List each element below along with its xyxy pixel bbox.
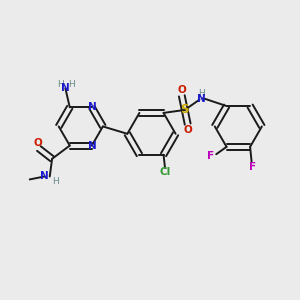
Text: O: O (183, 125, 192, 135)
Text: N: N (40, 172, 49, 182)
Text: H: H (52, 177, 58, 186)
Text: O: O (33, 138, 42, 148)
Text: F: F (250, 163, 256, 172)
Text: H: H (57, 80, 63, 89)
Text: F: F (207, 151, 214, 161)
Text: N: N (196, 94, 205, 104)
Text: N: N (88, 141, 97, 151)
Text: N: N (88, 102, 97, 112)
Text: H: H (68, 80, 75, 89)
Text: N: N (61, 83, 70, 93)
Text: H: H (198, 89, 205, 98)
Text: O: O (177, 85, 186, 95)
Text: S: S (181, 103, 189, 116)
Text: Cl: Cl (159, 167, 171, 177)
